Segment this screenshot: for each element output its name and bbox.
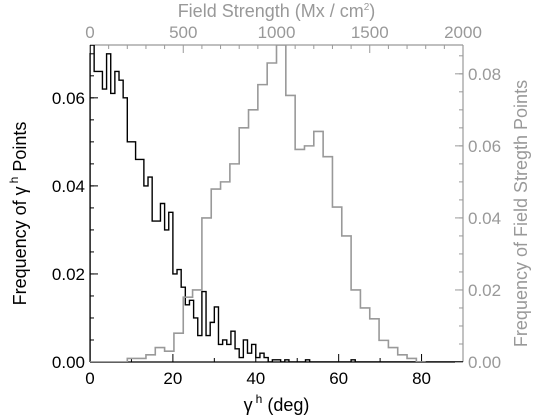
y-left-tick-label: 0.02 (52, 265, 85, 284)
y-left-tick-label: 0.04 (52, 177, 85, 196)
y-right-tick-label: 0.06 (468, 137, 501, 156)
x-bottom-tick-label: 60 (329, 369, 348, 388)
x-top-tick-label: 500 (169, 23, 197, 42)
x-top-tick-label: 1500 (351, 23, 389, 42)
x-bottom-tick-label: 80 (412, 369, 431, 388)
y-right-axis-title: Frequency of Field Stregth Points (511, 80, 531, 347)
x-top-axis-title: Field Strength (Mx / cm2) (178, 1, 376, 21)
x-bottom-tick-label: 20 (163, 369, 182, 388)
x-bottom-tick-label: 40 (246, 369, 265, 388)
histogram-series-field-strength (90, 45, 426, 362)
y-right-tick-label: 0.00 (468, 353, 501, 372)
y-right-tick-label: 0.04 (468, 209, 501, 228)
y-right-tick-label: 0.02 (468, 281, 501, 300)
histogram-series-gamma-h (90, 45, 463, 362)
x-top-tick-label: 0 (85, 23, 94, 42)
y-left-tick-label: 0.00 (52, 353, 85, 372)
y-left-tick-label: 0.06 (52, 89, 85, 108)
x-top-tick-label: 2000 (444, 23, 482, 42)
x-top-tick-label: 1000 (258, 23, 296, 42)
y-left-axis-title: Frequency of γh Points (7, 122, 30, 306)
y-right-tick-label: 0.08 (468, 65, 501, 84)
x-bottom-tick-label: 0 (85, 369, 94, 388)
